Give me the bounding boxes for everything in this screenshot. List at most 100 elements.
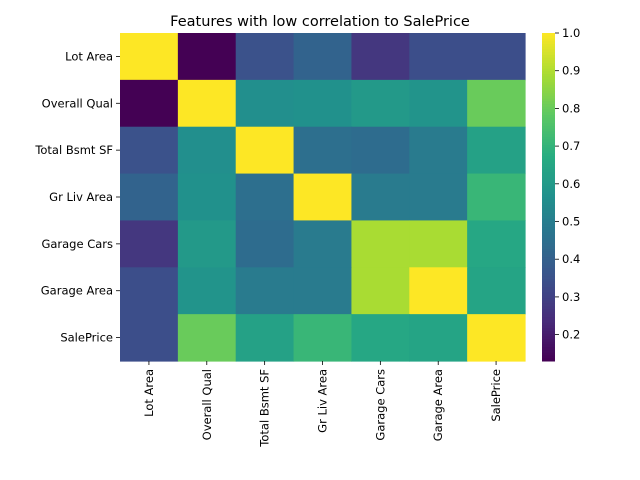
colorbar-tick-label: 0.2 bbox=[562, 328, 580, 342]
heatmap-cell bbox=[235, 126, 295, 175]
colorbar-segment bbox=[542, 347, 555, 351]
heatmap-cell bbox=[351, 79, 410, 128]
heatmap-cell bbox=[177, 314, 237, 362]
colorbar-segment bbox=[542, 131, 555, 135]
x-tick-label: SalePrice bbox=[489, 369, 503, 422]
colorbar-segment bbox=[542, 289, 555, 294]
colorbar-segment bbox=[542, 74, 555, 78]
colorbar-segment bbox=[542, 57, 555, 61]
colorbar-segment bbox=[542, 235, 555, 239]
colorbar-segment bbox=[542, 164, 555, 168]
colorbar-segment bbox=[542, 311, 555, 316]
heatmap-cell bbox=[293, 267, 353, 315]
heatmap-cell bbox=[351, 267, 410, 315]
colorbar-segment bbox=[542, 246, 555, 250]
heatmap-cell bbox=[293, 33, 353, 81]
colorbar-segment bbox=[542, 153, 555, 157]
colorbar-segment bbox=[542, 65, 555, 70]
colorbar-segment bbox=[542, 142, 555, 146]
colorbar-segment bbox=[542, 344, 555, 348]
colorbar-segment bbox=[542, 79, 555, 83]
heatmap-cell bbox=[409, 220, 468, 268]
heatmap-cells bbox=[120, 33, 526, 362]
colorbar-segment bbox=[542, 145, 555, 149]
colorbar-segment bbox=[542, 284, 555, 288]
colorbar-segment bbox=[542, 292, 555, 296]
colorbar-segment bbox=[542, 63, 555, 67]
heatmap-cell bbox=[467, 267, 526, 315]
colorbar-segment bbox=[542, 76, 555, 80]
colorbar-segment bbox=[542, 49, 555, 53]
colorbar-segment bbox=[542, 279, 555, 283]
colorbar-segment bbox=[542, 339, 555, 343]
heatmap-cell bbox=[177, 173, 237, 222]
colorbar-segment bbox=[542, 216, 555, 220]
colorbar-segment bbox=[542, 33, 555, 37]
colorbar-segment bbox=[542, 115, 555, 119]
colorbar-segment bbox=[542, 93, 555, 97]
colorbar-tick-label: 0.6 bbox=[562, 177, 580, 191]
colorbar-segment bbox=[542, 276, 555, 280]
y-tick-label: Garage Cars bbox=[41, 237, 113, 251]
colorbar-segment bbox=[542, 38, 555, 42]
heatmap-cell bbox=[120, 33, 179, 81]
colorbar-segment bbox=[542, 273, 555, 277]
colorbar-segment bbox=[542, 333, 555, 337]
heatmap-cell bbox=[177, 79, 237, 128]
heatmap-cell bbox=[177, 126, 237, 175]
colorbar-segment bbox=[542, 120, 555, 124]
colorbar-segment bbox=[542, 309, 555, 313]
colorbar-segment bbox=[542, 330, 555, 335]
colorbar-segment bbox=[542, 161, 555, 165]
heatmap-cell bbox=[235, 220, 295, 268]
colorbar-tick-label: 0.9 bbox=[562, 64, 580, 78]
y-tick-label: Garage Area bbox=[41, 284, 113, 298]
colorbar-segment bbox=[542, 136, 555, 141]
heatmap-cell bbox=[351, 314, 410, 362]
colorbar-segment bbox=[542, 322, 555, 326]
colorbar-segment bbox=[542, 325, 555, 329]
colorbar-segment bbox=[542, 175, 555, 179]
colorbar-segment bbox=[542, 43, 555, 48]
colorbar-segment bbox=[542, 257, 555, 261]
colorbar-segment bbox=[542, 169, 555, 173]
colorbar-segment bbox=[542, 358, 555, 362]
colorbar-segment bbox=[542, 270, 555, 275]
colorbar-segment bbox=[542, 336, 555, 340]
colorbar-segment bbox=[542, 259, 555, 264]
colorbar-segment bbox=[542, 314, 555, 318]
heatmap-cell bbox=[120, 220, 179, 268]
colorbar-segment bbox=[542, 268, 555, 272]
y-tick-label: Total Bsmt SF bbox=[34, 143, 113, 157]
colorbar-segment bbox=[542, 320, 555, 324]
colorbar-segment bbox=[542, 123, 555, 127]
colorbar-segment bbox=[542, 287, 555, 291]
colorbar-tick-label: 1.0 bbox=[562, 26, 580, 40]
colorbar-segment bbox=[542, 52, 555, 56]
heatmap-cell bbox=[409, 79, 468, 128]
colorbar-segment bbox=[542, 248, 555, 253]
heatmap-cell bbox=[177, 267, 237, 315]
colorbar-segment bbox=[542, 350, 555, 354]
colorbar-segment bbox=[542, 238, 555, 242]
heatmap-cell bbox=[409, 33, 468, 81]
colorbar-segment bbox=[542, 134, 555, 138]
colorbar-tick-label: 0.8 bbox=[562, 101, 580, 115]
heatmap-cell bbox=[409, 314, 468, 362]
heatmap-cell bbox=[120, 126, 179, 175]
colorbar-segment bbox=[542, 87, 555, 91]
colorbar-segment bbox=[542, 95, 555, 100]
y-axis: Lot Area Overall Qual Total Bsmt SF Gr Liv … bbox=[34, 49, 120, 345]
colorbar-segment bbox=[542, 98, 555, 102]
colorbar-segment bbox=[542, 82, 555, 86]
heatmap-cell bbox=[467, 173, 526, 222]
x-tick-label: Garage Cars bbox=[373, 369, 387, 441]
heatmap-cell bbox=[467, 79, 526, 128]
x-tick-label: Total Bsmt SF bbox=[258, 369, 272, 448]
x-tick-label: Gr Liv Area bbox=[316, 369, 330, 433]
x-tick-label: Garage Area bbox=[431, 369, 445, 441]
colorbar-segment bbox=[542, 317, 555, 321]
colorbar-segment bbox=[542, 90, 555, 94]
colorbar-segment bbox=[542, 71, 555, 75]
colorbar-segment bbox=[542, 355, 555, 359]
